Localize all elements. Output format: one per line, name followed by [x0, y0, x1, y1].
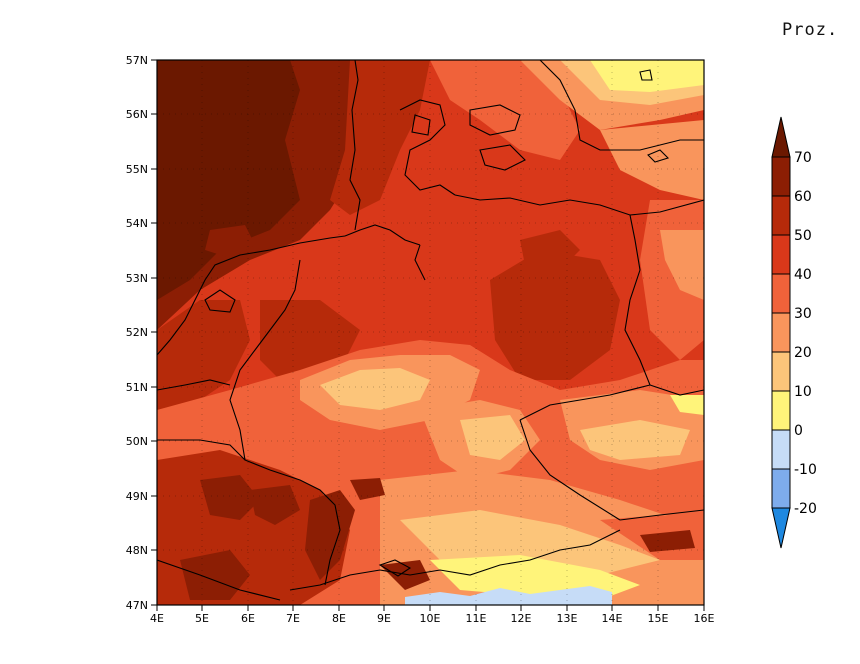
lon-label: 14E: [602, 612, 623, 625]
lon-label: 7E: [286, 612, 300, 625]
colorbar-label: -10: [794, 462, 817, 478]
lon-label: 5E: [195, 612, 209, 625]
colorbar-label: 10: [794, 384, 812, 400]
colorbar-label: 60: [794, 189, 812, 205]
graticule: [157, 60, 704, 605]
map-fill: [157, 60, 704, 605]
lat-label: 50N: [126, 435, 148, 448]
lon-label: 15E: [648, 612, 669, 625]
colorbar-label: -20: [794, 501, 817, 517]
coastlines-borders: [157, 60, 704, 601]
lat-label: 52N: [126, 326, 148, 339]
colorbar-label: 50: [794, 228, 812, 244]
colorbar-top-triangle: [771, 116, 791, 158]
colorbar-labels: 70 60 50 40 30 20 10 0 -10 -20: [794, 150, 817, 517]
lat-label: 54N: [126, 217, 148, 230]
colorbar-label: 70: [794, 150, 812, 166]
colorbar-label: 30: [794, 306, 812, 322]
lat-label: 51N: [126, 381, 148, 394]
region-darkest-nw: [157, 60, 300, 300]
colorbar-label: 40: [794, 267, 812, 283]
lon-label: 4E: [150, 612, 164, 625]
lon-label: 12E: [511, 612, 532, 625]
lon-label: 13E: [557, 612, 578, 625]
lon-label: 9E: [377, 612, 391, 625]
lat-label: 56N: [126, 108, 148, 121]
lon-label: 8E: [332, 612, 346, 625]
lon-label: 16E: [694, 612, 715, 625]
colorbar-bottom-triangle: [771, 507, 791, 549]
colorbar-label: 20: [794, 345, 812, 361]
lat-label: 57N: [126, 54, 148, 67]
lat-axis: 57N 56N 55N 54N 53N 52N 51N 50N 49N 48N …: [126, 54, 157, 612]
lon-axis: 4E 5E 6E 7E 8E 9E 10E 11E 12E 13E 14E 15…: [150, 605, 715, 625]
lat-label: 49N: [126, 490, 148, 503]
colorbar: [771, 116, 791, 549]
lat-label: 55N: [126, 163, 148, 176]
lat-label: 47N: [126, 599, 148, 612]
lon-label: 6E: [241, 612, 255, 625]
lon-label: 10E: [420, 612, 441, 625]
colorbar-label: 0: [794, 423, 803, 439]
lat-label: 53N: [126, 272, 148, 285]
unit-label: Proz.: [782, 20, 839, 40]
lat-label: 48N: [126, 544, 148, 557]
lon-label: 11E: [466, 612, 487, 625]
